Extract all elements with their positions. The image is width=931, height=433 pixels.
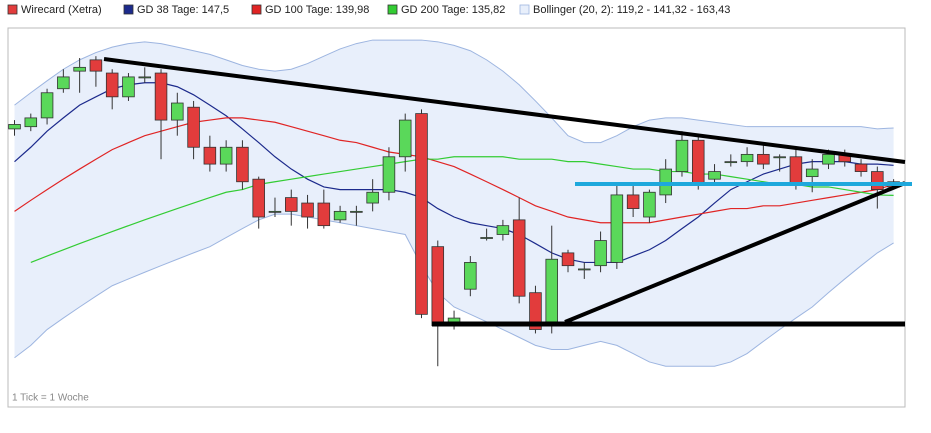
candle-body [757, 153, 770, 165]
candle-body [203, 146, 217, 165]
legend-label: GD 100 Tage: 139,98 [265, 4, 369, 16]
candle-body [594, 240, 607, 267]
trend-line [103, 57, 906, 164]
legend-label: Wirecard (Xetra) [21, 4, 102, 16]
candle-body [610, 194, 624, 263]
candle-body [578, 268, 591, 271]
legend-swatch [251, 4, 262, 15]
candle-body [268, 210, 282, 213]
candle-body [40, 92, 54, 119]
candle-body [805, 168, 819, 178]
candle-body [57, 76, 70, 90]
candle-body [8, 124, 21, 130]
candle-body [252, 178, 265, 218]
candle-body [464, 262, 477, 290]
candle-body [708, 171, 721, 180]
candle-body [73, 66, 86, 72]
candle-body [236, 146, 249, 183]
candle-body [122, 76, 135, 98]
candle-body [871, 171, 884, 190]
candle-body [285, 197, 298, 212]
candle-body [512, 219, 526, 297]
trend-lines [103, 57, 912, 327]
trend-line [564, 181, 906, 324]
bollinger-upper [14, 39, 894, 144]
candle-body [366, 191, 379, 204]
bollinger-lower [14, 213, 894, 367]
candle-body [138, 76, 152, 79]
candle-body [659, 168, 672, 196]
candle-body [187, 106, 200, 148]
text-layer: Wirecard (Xetra) GD 38 Tage: 147,5 GD 100 … [7, 4, 730, 16]
candle-body [89, 59, 103, 72]
candle-body [317, 202, 331, 227]
candle-body [691, 139, 705, 185]
candle-body [219, 146, 233, 165]
candle-body [561, 252, 575, 267]
candle-body [382, 156, 396, 193]
candle-body [415, 113, 428, 315]
candle-body [301, 202, 314, 218]
legend-swatch [519, 4, 530, 15]
candle-layer [8, 56, 900, 367]
legend-swatch [7, 4, 18, 15]
candle-body [480, 237, 493, 239]
candle-body [496, 225, 510, 235]
candle-body [350, 210, 363, 213]
candle-body [333, 210, 347, 221]
candle-body [105, 72, 119, 98]
legend-swatch [123, 4, 134, 15]
candle-body [675, 139, 689, 172]
candle-body [854, 163, 868, 172]
legend-swatch [387, 4, 398, 15]
candle-body [822, 153, 835, 165]
candle-body [529, 292, 542, 330]
candle-body [626, 194, 640, 209]
candle-body [171, 102, 184, 121]
legend-label: GD 38 Tage: 147,5 [137, 4, 229, 16]
legend-label: Bollinger (20, 2): 119,2 - 141,32 - 163,… [533, 4, 730, 16]
moving-average-line [30, 156, 894, 263]
legend-label: GD 200 Tage: 135,82 [401, 4, 505, 16]
candle-body [431, 246, 445, 327]
candle-body [773, 156, 786, 159]
candle-body [154, 72, 168, 121]
candle-body [398, 119, 412, 158]
candle-body [724, 161, 738, 164]
note: 1 Tick = 1 Woche [12, 393, 89, 404]
candle-body [545, 258, 558, 323]
candle-body [789, 156, 803, 185]
candle-body [740, 153, 754, 163]
candle-body [24, 117, 38, 128]
candle-body [643, 191, 656, 218]
